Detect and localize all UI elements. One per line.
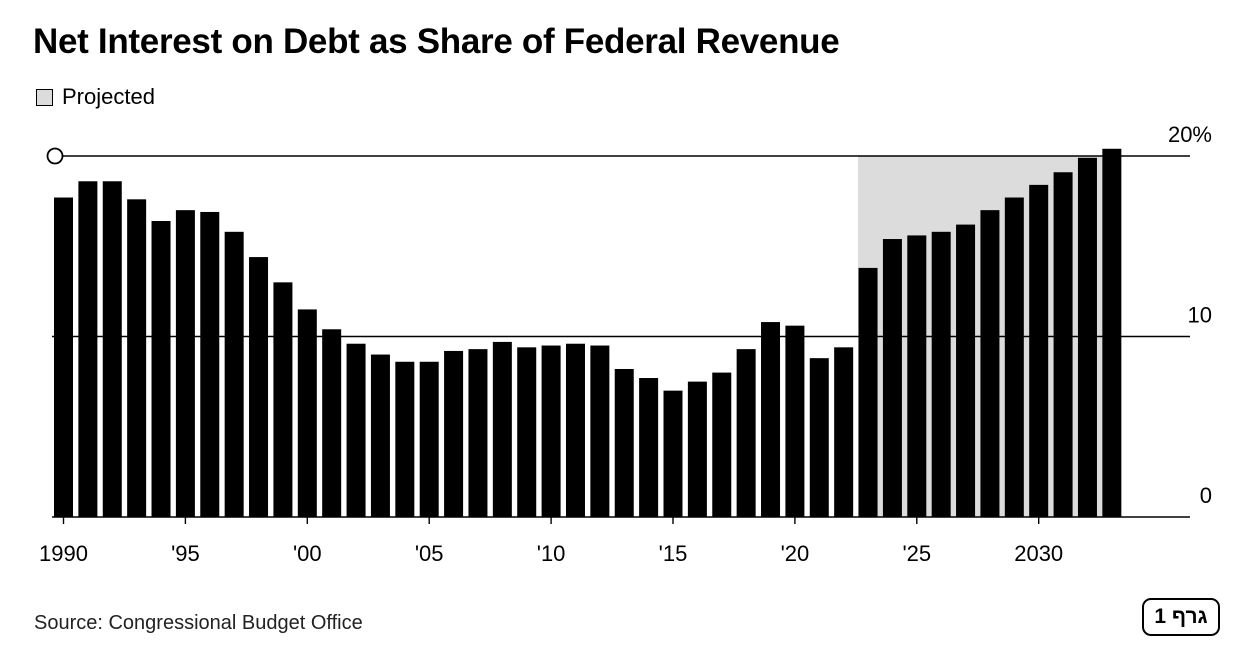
x-tick-label: '05: [415, 541, 444, 566]
x-tick-label: 2030: [1014, 541, 1063, 566]
bar-2017: [712, 372, 732, 517]
top-line-marker: [46, 147, 64, 165]
bar-2003: [370, 354, 390, 517]
bar-2006: [444, 350, 464, 517]
bar-1990: [54, 197, 73, 517]
bar-2010: [541, 345, 561, 517]
bar-2033: [1102, 148, 1122, 517]
bar-2027: [956, 224, 976, 517]
source-note: Source: Congressional Budget Office: [34, 612, 363, 634]
bar-2002: [346, 343, 366, 517]
bar-2031: [1053, 172, 1073, 517]
bar-1996: [200, 211, 220, 517]
bar-2023: [858, 267, 878, 517]
bar-1992: [102, 181, 122, 517]
bar-2024: [882, 239, 902, 517]
legend-label-projected: Projected: [62, 84, 155, 109]
bar-2025: [907, 235, 927, 518]
bar-2028: [980, 210, 1000, 517]
x-tick-label: 1990: [39, 541, 88, 566]
x-tick-label: '95: [171, 541, 200, 566]
bar-1993: [127, 199, 147, 517]
bar-2001: [322, 329, 342, 517]
x-tick-label: '15: [659, 541, 688, 566]
bar-1997: [224, 231, 244, 517]
bar-2008: [492, 341, 512, 517]
bar-2011: [565, 343, 585, 517]
bar-1998: [249, 257, 269, 517]
bar-2032: [1077, 157, 1097, 517]
legend-swatch-projected: [36, 88, 53, 106]
y-tick-label: 20%: [1168, 122, 1212, 147]
bar-2013: [614, 368, 634, 517]
bar-2016: [687, 381, 707, 517]
y-tick-label: 0: [1200, 483, 1212, 508]
x-tick-label: '00: [293, 541, 322, 566]
bar-2014: [639, 378, 659, 517]
x-tick-label: '25: [902, 541, 931, 566]
bar-2021: [809, 358, 829, 517]
y-tick-label: 10: [1188, 303, 1212, 328]
bar-2004: [395, 361, 415, 517]
bar-2007: [468, 349, 488, 517]
bar-2015: [663, 390, 683, 517]
bar-1991: [78, 181, 98, 517]
bar-2022: [834, 347, 854, 517]
bar-2009: [517, 347, 537, 517]
bar-2019: [761, 322, 781, 517]
figure-badge: גרף 1: [1142, 598, 1220, 636]
bar-2018: [736, 349, 756, 517]
bar-2005: [419, 361, 439, 517]
bar-1995: [175, 210, 195, 517]
bar-2012: [590, 345, 610, 517]
chart-title: Net Interest on Debt as Share of Federal…: [33, 22, 840, 61]
legend: Projected: [36, 84, 155, 110]
bar-2029: [1004, 197, 1024, 517]
bar-2000: [297, 309, 317, 517]
bar-2030: [1029, 184, 1049, 517]
x-tick-label: '10: [537, 541, 566, 566]
bar-1994: [151, 220, 171, 518]
x-tick-label: '20: [781, 541, 810, 566]
bar-1999: [273, 282, 293, 517]
bar-2026: [931, 231, 951, 517]
bar-2020: [785, 325, 805, 517]
bar-chart: 0 10 20% 1990 '95 '00 '05 '10 '15 '20 '25 2030: [39, 122, 1212, 566]
